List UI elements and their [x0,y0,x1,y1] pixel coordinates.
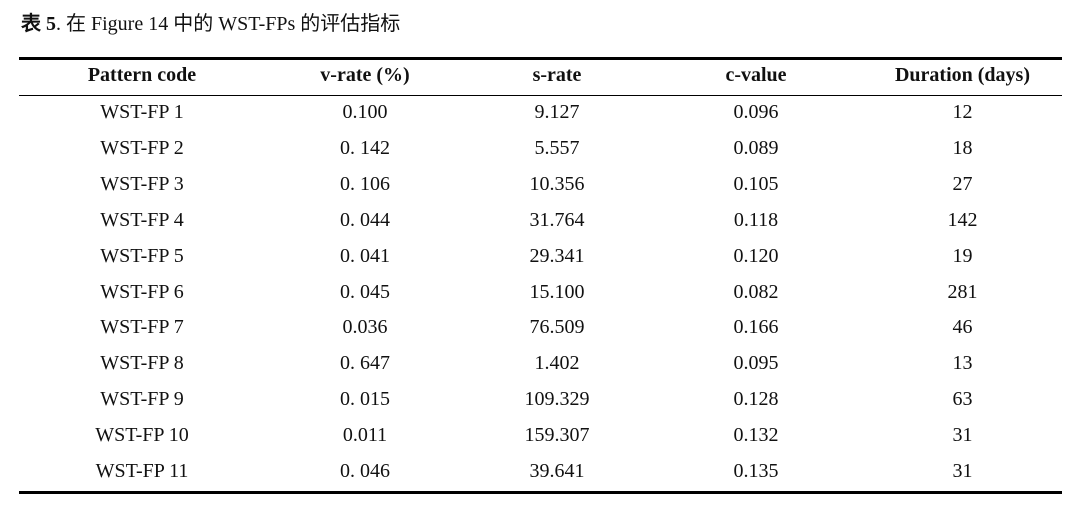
cell-s-rate: 39.641 [529,460,585,483]
cell-duration: 12 [952,101,973,123]
cell-duration: 27 [952,172,973,195]
cell-s-rate: 15.100 [529,280,585,303]
table-row: WST-FP 2 0. 142 5.557 0.089 18 [19,131,1062,167]
table-row: WST-FP 8 0. 647 1.402 0.095 13 [19,346,1062,382]
cell-pattern-code: WST-FP 9 [100,388,184,411]
cell-v-rate: 0. 015 [340,388,390,411]
cell-duration: 18 [952,136,973,159]
cell-pattern-code: WST-FP 7 [100,316,184,339]
cell-v-rate: 0.100 [342,101,388,123]
cell-s-rate: 159.307 [524,424,590,447]
table-row: WST-FP 5 0. 041 29.341 0.120 19 [19,239,1062,275]
cell-c-value: 0.132 [733,424,779,447]
table-header-rule [19,95,1062,96]
cell-s-rate: 31.764 [529,208,585,231]
cell-c-value: 0.128 [733,388,779,411]
cell-v-rate: 0. 106 [340,172,390,195]
cell-s-rate: 10.356 [529,172,585,195]
cell-c-value: 0.135 [733,460,779,483]
cell-s-rate: 5.557 [534,136,580,159]
table-row: WST-FP 4 0. 044 31.764 0.118 142 [19,203,1062,239]
cell-c-value: 0.095 [733,352,779,375]
cell-pattern-code: WST-FP 3 [100,172,184,195]
header-c-value: c-value [725,64,787,86]
cell-s-rate: 29.341 [529,244,585,267]
cell-pattern-code: WST-FP 4 [100,208,184,231]
cell-v-rate: 0. 045 [340,280,390,303]
table-row: WST-FP 1 0.100 9.127 0.096 12 [19,95,1062,131]
cell-c-value: 0.089 [733,136,779,159]
cell-c-value: 0.118 [733,208,779,231]
cell-pattern-code: WST-FP 2 [100,136,184,159]
cell-duration: 63 [952,388,973,411]
header-s-rate: s-rate [532,64,582,86]
cell-duration: 142 [947,208,978,231]
cell-c-value: 0.082 [733,280,779,303]
cell-duration: 281 [947,280,978,303]
cell-pattern-code: WST-FP 5 [100,244,184,267]
header-pattern-code: Pattern code [87,64,197,86]
table-row: WST-FP 9 0. 015 109.329 0.128 63 [19,382,1062,418]
cell-v-rate: 0. 142 [340,136,390,159]
header-row: Pattern code v-rate (%) s-rate c-value D… [19,56,1062,95]
cell-s-rate: 1.402 [534,352,580,375]
evaluation-table: Pattern code v-rate (%) s-rate c-value D… [19,56,1062,490]
table-bottom-rule [19,491,1062,494]
cell-s-rate: 109.329 [524,388,590,411]
cell-pattern-code: WST-FP 10 [95,424,189,447]
cell-c-value: 0.120 [733,244,779,267]
cell-v-rate: 0. 044 [340,208,390,231]
cell-pattern-code: WST-FP 8 [100,352,184,375]
cell-c-value: 0.105 [733,172,779,195]
cell-pattern-code: WST-FP 1 [100,101,184,123]
cell-duration: 13 [952,352,973,375]
caption-label: 表 5 [21,13,56,35]
cell-duration: 46 [952,316,973,339]
cell-c-value: 0.166 [733,316,779,339]
table-caption: 表 5. 在 Figure 14 中的 WST-FPs 的评估指标 [21,9,400,39]
table-row: WST-FP 6 0. 045 15.100 0.082 281 [19,275,1062,311]
cell-s-rate: 9.127 [534,101,580,123]
cell-c-value: 0.096 [733,101,779,123]
cell-pattern-code: WST-FP 6 [100,280,184,303]
cell-duration: 31 [952,424,973,447]
cell-v-rate: 0. 041 [340,244,390,267]
cell-s-rate: 76.509 [529,316,585,339]
cell-duration: 19 [952,244,973,267]
table-row: WST-FP 7 0.036 76.509 0.166 46 [19,310,1062,346]
cell-duration: 31 [952,460,973,483]
cell-pattern-code: WST-FP 11 [95,460,189,483]
table-row: WST-FP 3 0. 106 10.356 0.105 27 [19,167,1062,203]
cell-v-rate: 0. 046 [340,460,390,483]
cell-v-rate: 0.036 [342,316,388,339]
cell-v-rate: 0. 647 [340,352,390,375]
cell-v-rate: 0.011 [342,424,388,447]
caption-text: . 在 Figure 14 中的 WST-FPs 的评估指标 [56,13,401,35]
table-row: WST-FP 10 0.011 159.307 0.132 31 [19,418,1062,454]
table-top-rule [19,57,1062,60]
header-v-rate: v-rate (%) [320,64,410,86]
table-row: WST-FP 11 0. 046 39.641 0.135 31 [19,454,1062,490]
header-duration: Duration (days) [894,64,1030,86]
table-body: WST-FP 1 0.100 9.127 0.096 12 WST-FP 2 0… [19,95,1062,490]
